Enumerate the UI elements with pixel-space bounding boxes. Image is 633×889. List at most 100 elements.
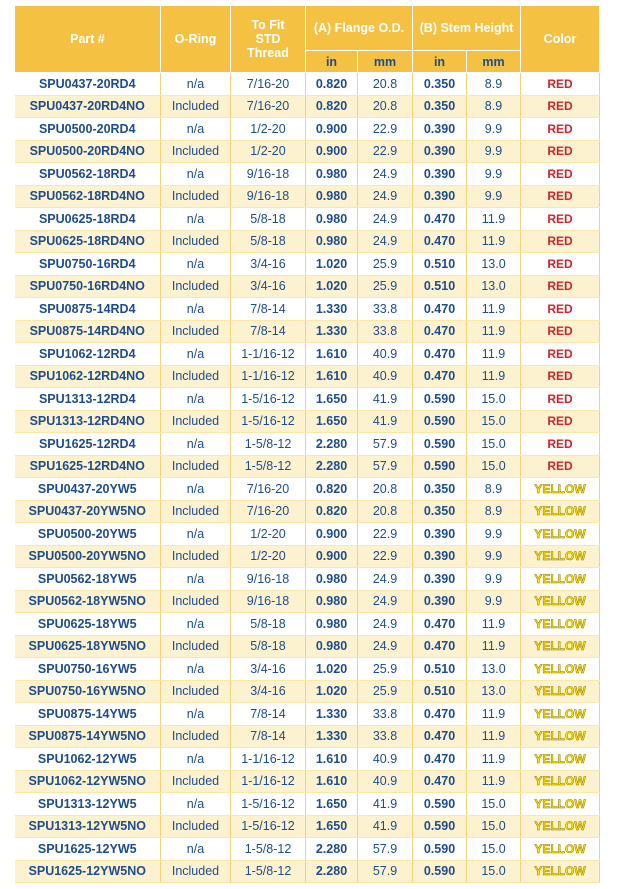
flange-mm-cell: 41.9 (357, 815, 413, 838)
flange-mm-cell: 33.8 (357, 297, 413, 321)
thread-cell: 9/16-18 (230, 185, 306, 208)
o-ring-cell: Included (160, 455, 231, 478)
flange-in-cell: 0.820 (305, 500, 358, 523)
o-ring-cell: n/a (160, 792, 231, 816)
table-row: SPU1625-12YW5 n/a 1-5/8-12 2.280 57.9 0.590 15… (14, 837, 600, 861)
flange-in-cell: 1.330 (305, 320, 358, 343)
table-row: SPU1625-12RD4 n/a 1-5/8-12 2.280 57.9 0.590 15… (14, 432, 600, 456)
o-ring-cell: Included (160, 815, 231, 838)
stem-mm-cell: 9.9 (466, 567, 521, 591)
stem-mm-cell: 11.9 (466, 297, 521, 321)
flange-in-cell: 1.020 (305, 252, 358, 276)
color-cell: YELLOW (520, 837, 600, 861)
flange-in-cell: 0.980 (305, 207, 358, 231)
thread-cell: 7/16-20 (230, 95, 306, 118)
thread-cell: 1-5/16-12 (230, 410, 306, 433)
part-number-cell: SPU0875-14RD4NO (14, 320, 161, 343)
color-cell: RED (520, 252, 600, 276)
stem-mm-cell: 15.0 (466, 410, 521, 433)
o-ring-cell: Included (160, 95, 231, 118)
table-row: SPU1062-12RD4NO Included 1-1/16-12 1.610 40.… (14, 365, 600, 388)
stem-mm-cell: 11.9 (466, 230, 521, 253)
part-number-cell: SPU1062-12RD4NO (14, 365, 161, 388)
stem-in-cell: 0.350 (412, 95, 467, 118)
spec-table-wrap: Part # O-Ring To Fit STD Thread (A) Flan… (14, 5, 600, 883)
o-ring-cell: n/a (160, 837, 231, 861)
color-cell: YELLOW (520, 657, 600, 681)
header-cell: Part # (14, 5, 161, 73)
color-cell: RED (520, 140, 600, 163)
o-ring-cell: n/a (160, 657, 231, 681)
color-cell: YELLOW (520, 725, 600, 748)
thread-cell: 5/8-18 (230, 612, 306, 636)
stem-in-cell: 0.470 (412, 230, 467, 253)
stem-in-cell: 0.390 (412, 590, 467, 613)
flange-in-cell: 2.280 (305, 432, 358, 456)
flange-mm-cell: 57.9 (357, 432, 413, 456)
color-cell: YELLOW (520, 860, 600, 883)
header-cell: To Fit STD Thread (230, 5, 306, 73)
stem-mm-cell: 11.9 (466, 725, 521, 748)
o-ring-cell: Included (160, 320, 231, 343)
stem-mm-cell: 9.9 (466, 522, 521, 546)
color-cell: RED (520, 72, 600, 96)
thread-cell: 3/4-16 (230, 275, 306, 298)
stem-in-cell: 0.470 (412, 320, 467, 343)
part-number-cell: SPU0500-20RD4 (14, 117, 161, 141)
thread-cell: 1-1/16-12 (230, 747, 306, 771)
stem-mm-cell: 8.9 (466, 500, 521, 523)
stem-mm-cell: 13.0 (466, 680, 521, 703)
part-number-cell: SPU0500-20RD4NO (14, 140, 161, 163)
flange-mm-cell: 24.9 (357, 590, 413, 613)
flange-in-cell: 0.980 (305, 612, 358, 636)
flange-mm-cell: 33.8 (357, 702, 413, 726)
stem-in-cell: 0.470 (412, 365, 467, 388)
o-ring-cell: n/a (160, 612, 231, 636)
flange-mm-cell: 20.8 (357, 72, 413, 96)
table-row: SPU0500-20YW5NO Included 1/2-20 0.900 22.9 0.… (14, 545, 600, 568)
stem-in-cell: 0.590 (412, 455, 467, 478)
flange-mm-cell: 33.8 (357, 725, 413, 748)
header-cell: Color (520, 5, 600, 73)
part-number-cell: SPU1625-12YW5NO (14, 860, 161, 883)
stem-in-cell: 0.510 (412, 252, 467, 276)
flange-in-cell: 0.980 (305, 185, 358, 208)
stem-in-cell: 0.590 (412, 815, 467, 838)
color-cell: RED (520, 365, 600, 388)
part-number-cell: SPU0437-20YW5NO (14, 500, 161, 523)
thread-cell: 1-1/16-12 (230, 342, 306, 366)
flange-in-cell: 0.980 (305, 162, 358, 186)
part-number-cell: SPU0875-14YW5 (14, 702, 161, 726)
thread-cell: 1-5/16-12 (230, 815, 306, 838)
thread-cell: 7/8-14 (230, 297, 306, 321)
flange-in-cell: 0.820 (305, 477, 358, 501)
stem-in-cell: 0.470 (412, 297, 467, 321)
part-number-cell: SPU0625-18YW5NO (14, 635, 161, 658)
table-row: SPU0437-20YW5NO Included 7/16-20 0.820 20.8 0… (14, 500, 600, 523)
flange-mm-cell: 57.9 (357, 860, 413, 883)
stem-mm-cell: 11.9 (466, 770, 521, 793)
table-row: SPU1313-12YW5 n/a 1-5/16-12 1.650 41.9 0.590 1… (14, 792, 600, 816)
color-cell: RED (520, 387, 600, 411)
color-cell: YELLOW (520, 477, 600, 501)
stem-in-cell: 0.390 (412, 185, 467, 208)
thread-cell: 5/8-18 (230, 635, 306, 658)
flange-in-cell: 0.900 (305, 545, 358, 568)
part-number-cell: SPU1625-12RD4NO (14, 455, 161, 478)
thread-cell: 7/16-20 (230, 477, 306, 501)
flange-in-cell: 1.610 (305, 365, 358, 388)
part-number-cell: SPU0437-20RD4NO (14, 95, 161, 118)
flange-in-cell: 1.330 (305, 297, 358, 321)
flange-in-cell: 1.330 (305, 702, 358, 726)
part-number-cell: SPU0875-14RD4 (14, 297, 161, 321)
thread-cell: 7/8-14 (230, 702, 306, 726)
flange-in-cell: 2.280 (305, 455, 358, 478)
stem-mm-cell: 9.9 (466, 140, 521, 163)
part-number-cell: SPU1625-12RD4 (14, 432, 161, 456)
o-ring-cell: n/a (160, 252, 231, 276)
color-cell: YELLOW (520, 792, 600, 816)
o-ring-cell: Included (160, 545, 231, 568)
flange-in-cell: 0.820 (305, 72, 358, 96)
table-row: SPU0750-16RD4NO Included 3/4-16 1.020 25.9 0.… (14, 275, 600, 298)
table-row: SPU0625-18RD4NO Included 5/8-18 0.980 24.9 0.… (14, 230, 600, 253)
